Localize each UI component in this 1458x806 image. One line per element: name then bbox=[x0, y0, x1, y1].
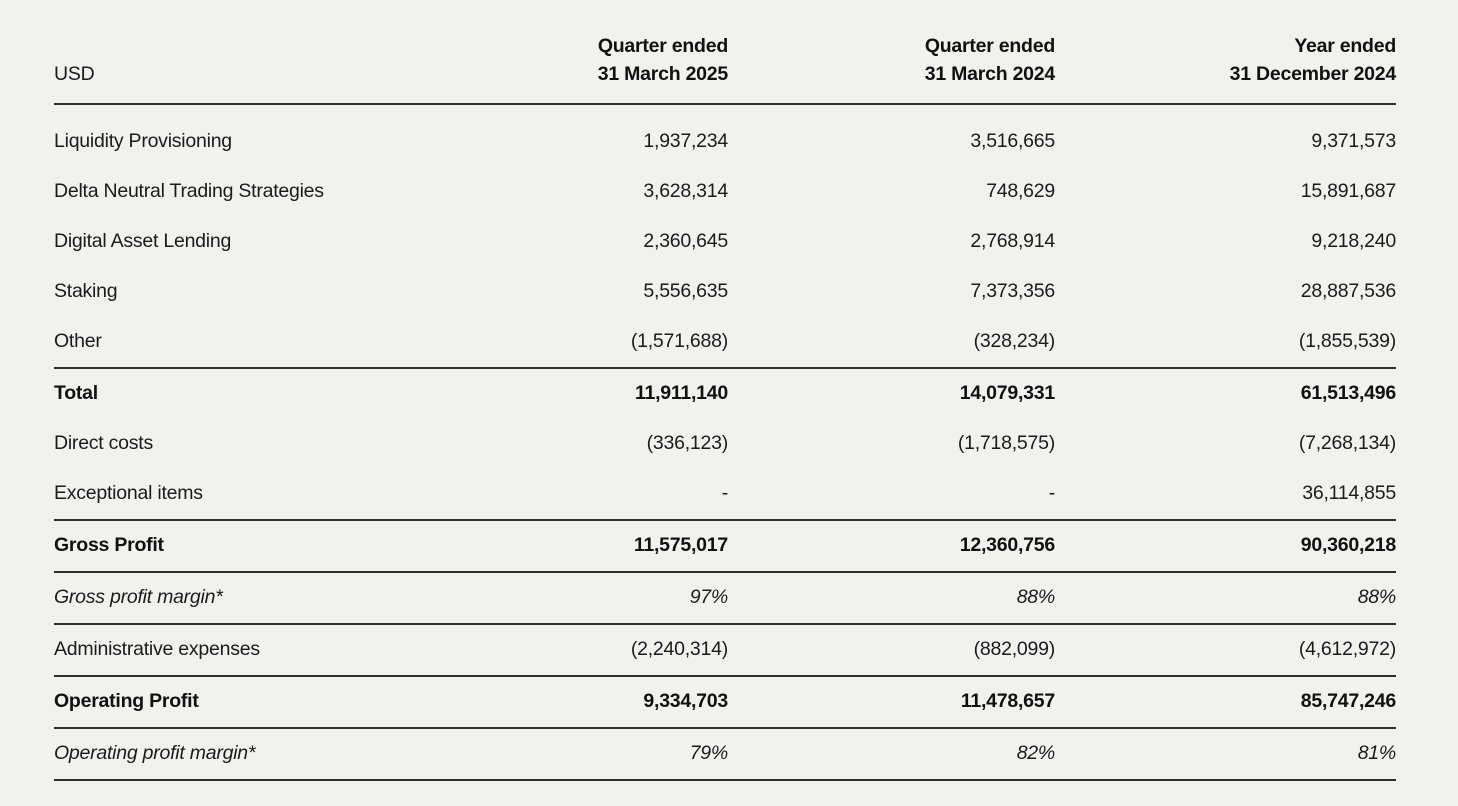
cell-fy-2024: 88% bbox=[1055, 571, 1396, 625]
cell-q1-2024: 88% bbox=[728, 571, 1055, 625]
row-label: Gross Profit bbox=[54, 519, 418, 573]
cell-fy-2024: (4,612,972) bbox=[1055, 623, 1396, 677]
column-header-line2: 31 March 2025 bbox=[597, 63, 728, 85]
cell-fy-2024: 15,891,687 bbox=[1300, 180, 1396, 202]
cell-q1-2024: 3,516,665 bbox=[970, 130, 1055, 152]
row-label: Operating profit margin* bbox=[54, 727, 418, 781]
row-label: Other bbox=[54, 316, 418, 369]
row-label: Administrative expenses bbox=[54, 623, 418, 677]
cell-q1-2025: (336,123) bbox=[646, 432, 729, 454]
column-header-year-2024: Year ended 31 December 2024 bbox=[1055, 26, 1397, 105]
column-header-line2: 31 December 2024 bbox=[1229, 63, 1397, 85]
row-administrative-expenses: Administrative expenses (2,240,314) (882… bbox=[54, 623, 1396, 677]
row-label: Delta Neutral Trading Strategies bbox=[54, 180, 324, 202]
cell-q1-2024: 14,079,331 bbox=[959, 382, 1055, 404]
financial-results-table-container: USD Quarter ended 31 March 2025 Quarter … bbox=[54, 26, 1396, 781]
cell-q1-2025: 3,628,314 bbox=[643, 180, 728, 202]
cell-fy-2024: (7,268,134) bbox=[1298, 432, 1396, 454]
cell-q1-2025: 11,911,140 bbox=[634, 382, 728, 404]
cell-fy-2024: 61,513,496 bbox=[1300, 382, 1396, 404]
cell-fy-2024: 85,747,246 bbox=[1055, 675, 1396, 729]
row-operating-profit: Operating Profit 9,334,703 11,478,657 85… bbox=[54, 675, 1396, 729]
cell-q1-2025: 1,937,234 bbox=[643, 130, 728, 152]
cell-q1-2024: (328,234) bbox=[728, 316, 1055, 369]
row-gross-profit-margin: Gross profit margin* 97% 88% 88% bbox=[54, 571, 1396, 625]
cell-q1-2024: 2,768,914 bbox=[970, 230, 1055, 252]
cell-q1-2024: 11,478,657 bbox=[728, 675, 1055, 729]
cell-q1-2025: - bbox=[418, 468, 728, 521]
row-delta-neutral-trading-strategies: Delta Neutral Trading Strategies 3,628,3… bbox=[54, 167, 1396, 217]
column-header-line1: Quarter ended bbox=[924, 35, 1055, 57]
cell-fy-2024: 90,360,218 bbox=[1055, 519, 1396, 573]
cell-q1-2024: (1,718,575) bbox=[957, 432, 1055, 454]
cell-q1-2025: (2,240,314) bbox=[418, 623, 728, 677]
cell-q1-2025: 11,575,017 bbox=[418, 519, 728, 573]
row-total: Total 11,911,140 14,079,331 61,513,496 bbox=[54, 368, 1396, 419]
row-direct-costs: Direct costs (336,123) (1,718,575) (7,26… bbox=[54, 419, 1396, 469]
cell-fy-2024: 9,371,573 bbox=[1311, 130, 1396, 152]
cell-q1-2024: - bbox=[728, 468, 1055, 521]
column-header-quarter-2024: Quarter ended 31 March 2024 bbox=[728, 26, 1055, 105]
row-label: Gross profit margin* bbox=[54, 571, 418, 625]
cell-fy-2024: 81% bbox=[1055, 727, 1396, 781]
row-liquidity-provisioning: Liquidity Provisioning 1,937,234 3,516,6… bbox=[54, 104, 1396, 167]
row-label: Exceptional items bbox=[54, 468, 418, 521]
cell-q1-2025: 5,556,635 bbox=[643, 280, 728, 302]
cell-fy-2024: 9,218,240 bbox=[1311, 230, 1396, 252]
cell-q1-2024: 82% bbox=[728, 727, 1055, 781]
row-other: Other (1,571,688) (328,234) (1,855,539) bbox=[54, 316, 1396, 369]
column-header-line1: Year ended bbox=[1294, 35, 1396, 57]
row-gross-profit: Gross Profit 11,575,017 12,360,756 90,36… bbox=[54, 519, 1396, 573]
cell-q1-2025: 2,360,645 bbox=[643, 230, 728, 252]
column-header-line1: Quarter ended bbox=[597, 35, 728, 57]
cell-q1-2024: 12,360,756 bbox=[728, 519, 1055, 573]
row-label: Total bbox=[54, 382, 98, 404]
row-label: Liquidity Provisioning bbox=[54, 130, 232, 152]
cell-q1-2025: 97% bbox=[418, 571, 728, 625]
row-exceptional-items: Exceptional items - - 36,114,855 bbox=[54, 468, 1396, 521]
header-row: USD Quarter ended 31 March 2025 Quarter … bbox=[54, 26, 1397, 105]
cell-q1-2025: 79% bbox=[418, 727, 728, 781]
row-operating-profit-margin: Operating profit margin* 79% 82% 81% bbox=[54, 727, 1396, 781]
cell-q1-2025: 9,334,703 bbox=[418, 675, 728, 729]
cell-q1-2024: 748,629 bbox=[986, 180, 1055, 202]
row-digital-asset-lending: Digital Asset Lending 2,360,645 2,768,91… bbox=[54, 217, 1396, 267]
cell-q1-2024: (882,099) bbox=[728, 623, 1055, 677]
cell-q1-2025: (1,571,688) bbox=[418, 316, 728, 369]
income-statement-table: USD Quarter ended 31 March 2025 Quarter … bbox=[54, 26, 1396, 781]
row-label: Digital Asset Lending bbox=[54, 230, 232, 252]
cell-fy-2024: (1,855,539) bbox=[1055, 316, 1396, 369]
row-staking: Staking 5,556,635 7,373,356 28,887,536 bbox=[54, 267, 1396, 317]
cell-q1-2024: 7,373,356 bbox=[970, 280, 1055, 302]
row-label: Staking bbox=[54, 280, 118, 302]
row-label: Operating Profit bbox=[54, 675, 418, 729]
currency-unit-label: USD bbox=[54, 26, 418, 105]
cell-fy-2024: 36,114,855 bbox=[1055, 468, 1396, 521]
column-header-line2: 31 March 2024 bbox=[924, 63, 1055, 85]
column-header-quarter-2025: Quarter ended 31 March 2025 bbox=[418, 26, 728, 105]
cell-fy-2024: 28,887,536 bbox=[1300, 280, 1396, 302]
row-label: Direct costs bbox=[54, 432, 153, 454]
